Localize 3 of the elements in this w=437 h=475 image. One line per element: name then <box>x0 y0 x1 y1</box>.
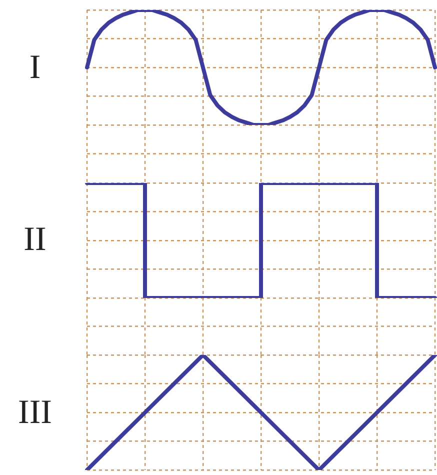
y-axis-title: I <box>28 48 42 86</box>
y-axis-title: III <box>17 394 53 430</box>
y-axis-title: II <box>22 221 48 258</box>
